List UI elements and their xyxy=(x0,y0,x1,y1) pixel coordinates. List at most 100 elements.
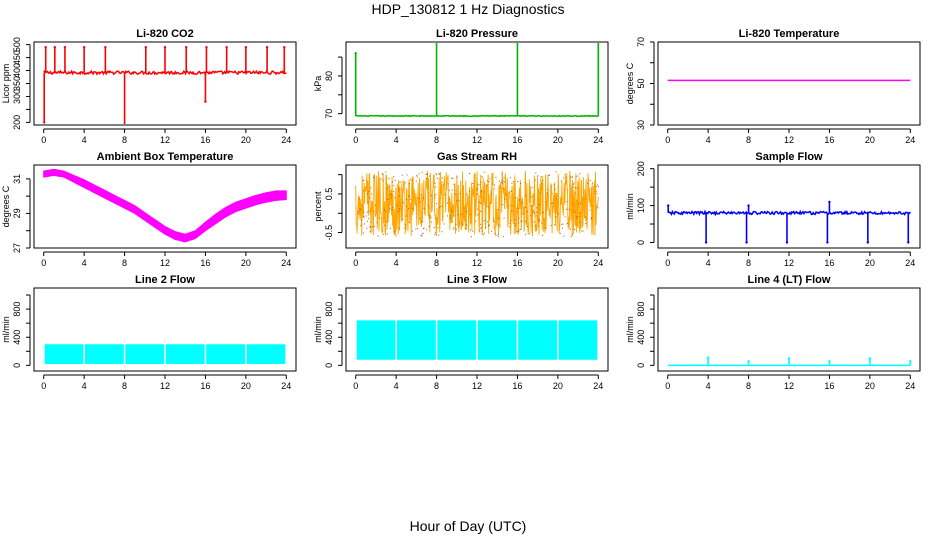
rh-point xyxy=(411,179,413,181)
y-axis-label: percent xyxy=(313,191,323,222)
x-tick-label: 20 xyxy=(553,381,563,391)
rh-point xyxy=(550,225,552,227)
x-tick-label: 20 xyxy=(241,381,251,391)
rh-point xyxy=(597,207,599,209)
plot-frame xyxy=(657,164,921,249)
spike-point xyxy=(63,45,67,49)
x-tick-label: 0 xyxy=(665,258,670,268)
rh-point xyxy=(479,201,481,203)
rh-point xyxy=(479,230,481,232)
rh-point xyxy=(518,217,520,219)
y-tick-label: 400 xyxy=(636,330,646,345)
rh-point xyxy=(398,227,400,229)
rh-point xyxy=(383,224,385,226)
rh-point xyxy=(509,177,511,179)
rh-point xyxy=(439,197,441,199)
rh-point xyxy=(404,227,406,229)
rh-point xyxy=(559,232,561,234)
series-Li-820 CO2 xyxy=(43,45,287,124)
spike-point xyxy=(516,43,519,44)
rh-point xyxy=(451,210,453,212)
rh-point xyxy=(373,175,375,177)
rh-point xyxy=(360,219,362,221)
rh-point xyxy=(362,232,364,234)
rh-point xyxy=(487,206,489,208)
rh-point xyxy=(363,211,365,213)
rh-point xyxy=(585,222,587,224)
x-tick-label: 24 xyxy=(593,135,603,145)
rh-point xyxy=(585,219,587,221)
rh-point xyxy=(404,182,406,184)
rh-point xyxy=(382,174,384,176)
rh-point xyxy=(562,227,564,229)
spike-point xyxy=(747,204,750,207)
rh-point xyxy=(441,231,443,233)
rh-point xyxy=(477,187,479,189)
rh-point xyxy=(488,224,490,226)
rh-point xyxy=(518,229,520,231)
spike-point xyxy=(785,241,789,244)
rh-point xyxy=(512,181,514,183)
panel-title: Line 2 Flow xyxy=(135,274,195,286)
spike-point xyxy=(667,204,670,207)
rh-point xyxy=(398,210,400,212)
rh-point xyxy=(521,202,523,204)
rh-point xyxy=(524,195,526,197)
rh-point xyxy=(574,211,576,213)
rh-point xyxy=(452,228,454,230)
rh-point xyxy=(520,220,522,222)
rh-point xyxy=(402,219,404,221)
rh-point xyxy=(402,201,404,203)
rh-point xyxy=(498,217,500,219)
y-tick-label: 0 xyxy=(636,240,646,245)
rh-point xyxy=(437,227,439,229)
rh-point xyxy=(498,236,500,238)
rh-point xyxy=(519,200,521,202)
rh-point xyxy=(396,205,398,207)
series-Line 2 Flow xyxy=(44,343,286,365)
rh-point xyxy=(383,208,385,210)
rh-point xyxy=(541,234,543,236)
rh-point xyxy=(573,186,575,188)
panel-title: Sample Flow xyxy=(755,151,823,163)
rh-point xyxy=(504,198,506,200)
plot-frame xyxy=(33,41,297,126)
y-tick-label: 0 xyxy=(324,363,334,368)
rh-point xyxy=(388,185,390,187)
x-tick-label: 8 xyxy=(746,258,751,268)
rh-point xyxy=(530,205,532,207)
rh-point xyxy=(519,199,521,201)
x-tick-label: 4 xyxy=(82,135,87,145)
rh-point xyxy=(448,189,450,191)
rh-point xyxy=(526,210,528,212)
y-tick-label: 50 xyxy=(636,78,646,88)
rh-point xyxy=(555,216,557,218)
rh-point xyxy=(507,205,509,207)
plot-frame xyxy=(657,287,921,372)
rh-point xyxy=(565,208,567,210)
rh-point xyxy=(363,180,365,182)
y-axis-label: degrees C xyxy=(1,185,11,227)
spike-point xyxy=(597,43,599,44)
rh-point xyxy=(509,226,511,228)
rh-point xyxy=(537,221,539,223)
rh-point xyxy=(476,194,478,196)
rh-point xyxy=(502,182,504,184)
x-tick-label: 16 xyxy=(512,258,522,268)
rh-point xyxy=(434,195,436,197)
rh-point xyxy=(421,171,423,173)
rh-point xyxy=(429,216,431,218)
rh-point xyxy=(425,173,427,175)
panel-title: Line 4 (LT) Flow xyxy=(748,274,831,286)
spike-point xyxy=(868,357,872,360)
rh-point xyxy=(393,184,395,186)
rh-point xyxy=(538,204,540,206)
rh-point xyxy=(415,180,417,182)
rh-point xyxy=(439,173,441,175)
rh-point xyxy=(552,202,554,204)
rh-point xyxy=(418,198,420,200)
rh-point xyxy=(441,177,443,179)
rh-point xyxy=(466,193,468,195)
x-tick-label: 8 xyxy=(746,135,751,145)
